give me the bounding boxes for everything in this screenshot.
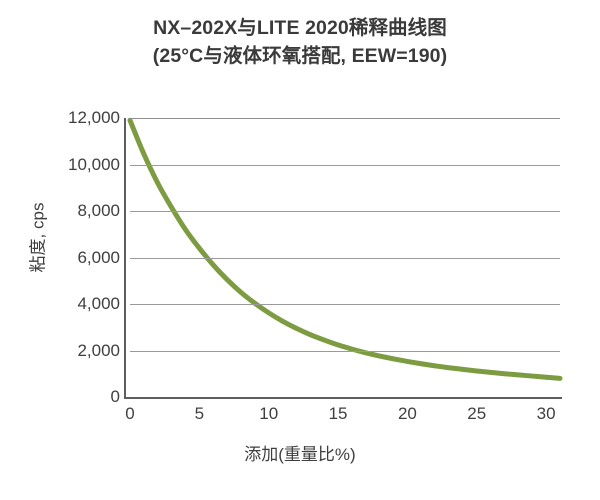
x-tick-label-5: 5 xyxy=(194,404,205,423)
gridline-6000 xyxy=(130,257,560,259)
y-tick-label-10000: 10,000 xyxy=(68,154,120,174)
gridline-2000 xyxy=(130,350,560,352)
viscosity-dilution-curve xyxy=(127,117,563,381)
y-axis-tick-labels: 0 2,000 4,000 6,000 8,000 10,000 12,000 xyxy=(8,0,120,500)
x-axis-title: 添加(重量比%) xyxy=(244,445,356,464)
x-tick-label-30: 30 xyxy=(536,404,556,423)
gridline-8000 xyxy=(130,211,560,212)
chart-title-line-2: (25°C与液体环氧搭配, EEW=190) xyxy=(152,45,448,67)
x-tick-label-25: 25 xyxy=(467,404,487,423)
y-tick-label-4000: 4,000 xyxy=(77,294,120,313)
y-tick-label-8000: 8,000 xyxy=(77,201,120,220)
gridline-12000 xyxy=(130,118,560,119)
y-tick-label-2000: 2,000 xyxy=(77,340,120,360)
chart-title-line-1: NX–202X与LITE 2020稀释曲线图 xyxy=(153,17,447,39)
chart-title: NX–202X与LITE 2020稀释曲线图 (25°C与液体环氧搭配, EEW… xyxy=(0,14,600,70)
x-tick-label-0: 0 xyxy=(125,404,135,423)
gridline-4000 xyxy=(130,304,560,305)
x-tick-label-20: 20 xyxy=(397,404,417,423)
y-axis-title: 粘度, cps xyxy=(28,202,48,273)
gridline-10000 xyxy=(130,164,560,166)
x-tick-label-15: 15 xyxy=(328,404,348,423)
x-axis-line xyxy=(125,397,562,399)
y-axis-line xyxy=(124,118,126,399)
x-tick-label-10: 10 xyxy=(259,404,279,423)
plot-area xyxy=(127,117,563,397)
curve-path xyxy=(127,117,563,381)
y-tick-label-0: 0 xyxy=(110,387,120,406)
y-tick-label-6000: 6,000 xyxy=(77,247,120,267)
y-tick-label-12000: 12,000 xyxy=(68,108,120,127)
